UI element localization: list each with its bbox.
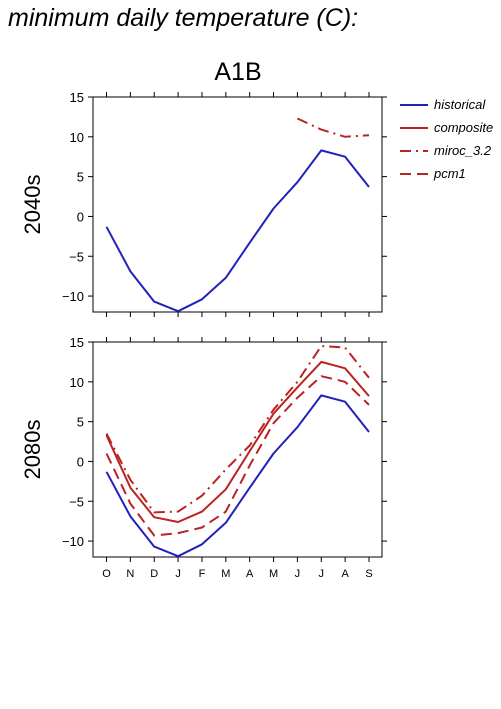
legend-label: historical — [434, 97, 486, 112]
legend: historical composite miroc_3.2 pcm1 — [400, 97, 493, 181]
y-tick-label: −10 — [62, 289, 84, 304]
row-label: 2040s — [20, 175, 45, 235]
y-tick-label: 15 — [70, 90, 84, 105]
y-tick-label: −5 — [69, 249, 84, 264]
page-title: minimum daily temperature (C): — [8, 4, 359, 32]
x-tick-label: N — [126, 568, 134, 580]
y-tick-label: 5 — [77, 415, 84, 430]
y-tick-label: 0 — [77, 454, 84, 469]
series-line-miroc_3.2 — [105, 345, 370, 514]
x-tick-label: M — [269, 568, 278, 580]
scenario-title: A1B — [214, 58, 261, 86]
plot-frame — [92, 341, 383, 558]
series-line-historical — [105, 149, 370, 313]
legend-label: miroc_3.2 — [434, 143, 492, 158]
y-tick-label: 10 — [70, 130, 84, 145]
panels: −10 −5 0 5 10 15 2040s −10 −5 0 5 10 15 O N D J F M A M J J A S 2… — [20, 90, 387, 580]
x-tick-label: M — [221, 568, 230, 580]
legend-item-composite: composite — [400, 120, 493, 135]
x-tick-label: J — [175, 568, 181, 580]
series-line-historical — [105, 394, 370, 558]
y-tick-label: 5 — [77, 170, 84, 185]
legend-item-miroc_3.2: miroc_3.2 — [400, 143, 492, 158]
x-tick-label: J — [319, 568, 325, 580]
legend-label: composite — [434, 120, 493, 135]
panel-2040s: −10 −5 0 5 10 15 2040s — [20, 90, 387, 317]
legend-item-historical: historical — [400, 97, 486, 112]
y-tick-label: 0 — [77, 209, 84, 224]
legend-item-pcm1: pcm1 — [400, 166, 466, 181]
x-tick-label: D — [150, 568, 158, 580]
series-line-miroc_3.2 — [296, 117, 370, 138]
x-tick-label: A — [246, 568, 254, 580]
series-line-pcm1 — [105, 375, 370, 537]
y-tick-label: 15 — [70, 335, 84, 350]
x-tick-label: O — [102, 568, 111, 580]
y-tick-label: −10 — [62, 534, 84, 549]
legend-label: pcm1 — [433, 166, 466, 181]
x-tick-label: J — [295, 568, 301, 580]
row-label: 2080s — [20, 420, 45, 480]
series-line-composite — [105, 360, 370, 523]
plot-frame — [92, 96, 383, 313]
y-tick-label: −5 — [69, 494, 84, 509]
x-tick-label: A — [341, 568, 349, 580]
y-tick-label: 10 — [70, 375, 84, 390]
panel-2080s: −10 −5 0 5 10 15 O N D J F M A M J J A S 2080s — [20, 335, 387, 580]
x-tick-label: S — [365, 568, 372, 580]
x-tick-label: F — [199, 568, 206, 580]
